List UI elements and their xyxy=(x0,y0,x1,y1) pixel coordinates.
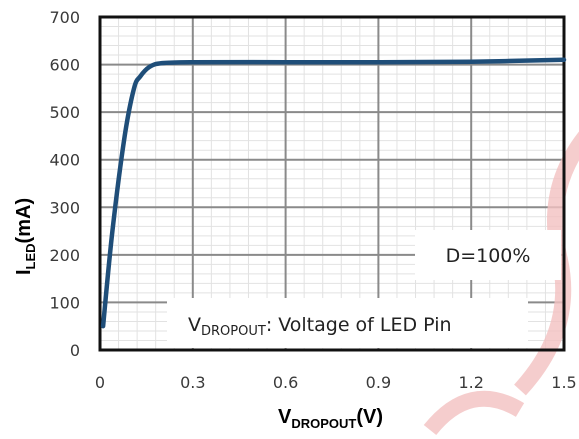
y-axis-ticks: 0 100 200 300 400 500 600 700 xyxy=(49,8,80,360)
x-axis-title-main: V xyxy=(278,406,292,428)
y-axis-title: ILED(mA) xyxy=(13,198,38,275)
vdropout-annotation-sub: DROPOUT xyxy=(201,324,266,339)
y-tick-label: 200 xyxy=(49,246,80,265)
vdropout-annotation-suffix: : Voltage of LED Pin xyxy=(266,314,452,336)
x-axis-title: VDROPOUT(V) xyxy=(278,406,383,431)
duty-annotation-box xyxy=(415,230,561,280)
x-tick-label: 0 xyxy=(95,373,105,392)
x-tick-label: 0.6 xyxy=(273,373,298,392)
y-tick-label: 600 xyxy=(49,56,80,75)
y-axis-title-suffix: (mA) xyxy=(13,198,35,244)
y-tick-label: 100 xyxy=(49,293,80,312)
y-tick-label: 0 xyxy=(70,341,80,360)
x-tick-label: 1.2 xyxy=(458,373,483,392)
y-axis-title-sub: LED xyxy=(23,243,38,269)
vdropout-annotation-main: V xyxy=(188,314,201,336)
x-axis-ticks: 0 0.3 0.6 0.9 1.2 1.5 xyxy=(95,373,577,392)
y-tick-label: 500 xyxy=(49,103,80,122)
y-tick-label: 300 xyxy=(49,198,80,217)
x-tick-label: 0.3 xyxy=(180,373,205,392)
vdropout-annotation: VDROPOUT: Voltage of LED Pin xyxy=(188,314,452,339)
x-tick-label: 0.9 xyxy=(366,373,391,392)
y-tick-label: 700 xyxy=(49,8,80,27)
y-tick-label: 400 xyxy=(49,151,80,170)
vdropout-annotation-box xyxy=(167,298,528,348)
series-line xyxy=(100,57,567,329)
x-axis-title-sub: DROPOUT xyxy=(291,416,356,431)
x-axis-title-suffix: (V) xyxy=(356,406,383,428)
x-tick-label: 1.5 xyxy=(551,373,576,392)
duty-annotation: D=100% xyxy=(446,245,531,267)
y-axis-title-main: I xyxy=(13,269,35,275)
plot-area-frame xyxy=(98,15,566,352)
